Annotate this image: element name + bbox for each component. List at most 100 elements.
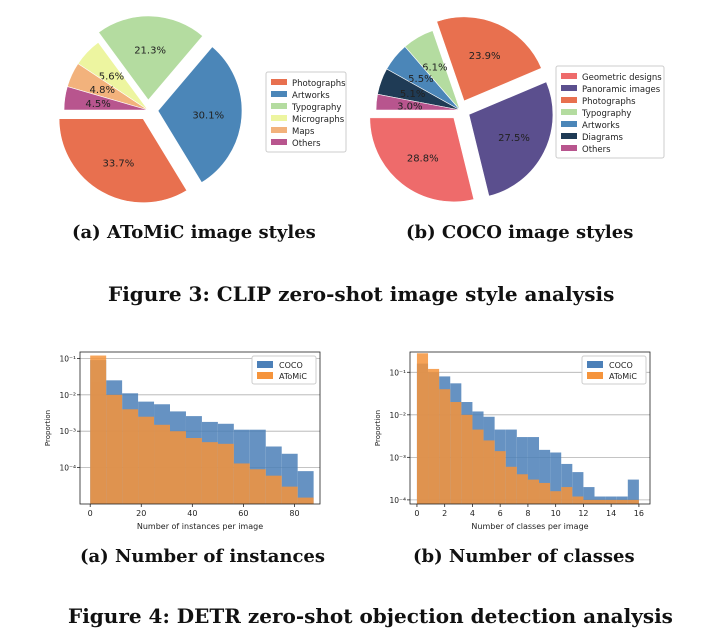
legend-entry: Typography bbox=[581, 109, 631, 119]
legend-swatch bbox=[257, 361, 273, 368]
legend-entry: Micrographs bbox=[292, 115, 345, 125]
pie-slice-label: 33.7% bbox=[103, 159, 135, 170]
x-tick-label: 20 bbox=[136, 509, 146, 518]
pie-slice bbox=[98, 15, 204, 101]
plot-frame bbox=[79, 351, 321, 505]
x-tick-label: 0 bbox=[414, 509, 419, 518]
histogram-bar bbox=[539, 449, 551, 504]
histogram-bar bbox=[217, 443, 234, 504]
x-tick-label: 40 bbox=[187, 509, 197, 518]
histogram-bar bbox=[583, 499, 595, 504]
pie-slice-label: 23.9% bbox=[469, 51, 501, 62]
histogram-bar bbox=[170, 431, 186, 504]
histogram-legend: COCO AToMiC bbox=[581, 355, 647, 385]
hist-b-caption: (b) Number of classes bbox=[413, 546, 635, 567]
pie-slice-label: 4.5% bbox=[85, 99, 110, 110]
histogram-bar bbox=[122, 409, 139, 504]
pie-legend: Geometric designs Panoramic images Photogr… bbox=[555, 65, 665, 159]
histogram-bar bbox=[106, 394, 123, 504]
pie-slice-label: 5.6% bbox=[99, 71, 124, 82]
histogram-bar bbox=[627, 499, 639, 504]
series-atomic bbox=[90, 355, 314, 504]
legend-swatch bbox=[587, 372, 603, 379]
x-tick-label: 12 bbox=[578, 509, 588, 518]
pie-slice bbox=[369, 117, 475, 203]
histogram-bar bbox=[297, 471, 314, 504]
legend-entry: AToMiC bbox=[609, 372, 637, 381]
pie-slice-label: 21.3% bbox=[134, 46, 166, 57]
histogram-bar bbox=[527, 479, 540, 504]
histogram-bar bbox=[627, 479, 639, 504]
histogram-bar bbox=[527, 437, 540, 504]
histogram-bar bbox=[297, 497, 314, 504]
legend-swatch bbox=[271, 79, 287, 85]
histogram-bar bbox=[461, 414, 473, 504]
pie-slice-label: 27.5% bbox=[498, 133, 530, 144]
legend-swatch bbox=[561, 73, 577, 79]
pie-slice-label: 30.1% bbox=[192, 111, 224, 122]
pie-slice bbox=[63, 86, 149, 111]
hist-a-caption: (a) Number of instances bbox=[80, 546, 326, 567]
histogram-bar bbox=[539, 482, 551, 504]
atomic-style-pie-chart: 33.7% 30.1% 21.3% 5.6% 4.8% 4.5% Photographs Ar… bbox=[58, 15, 347, 204]
x-tick-label: 60 bbox=[238, 509, 248, 518]
pie-slice-label: 3.0% bbox=[397, 101, 422, 112]
histogram-bar bbox=[561, 463, 573, 504]
x-axis-label: Number of instances per image bbox=[137, 522, 263, 531]
pie-slice-label: 5.5% bbox=[408, 74, 433, 85]
histogram-bar bbox=[516, 437, 528, 504]
histogram-bar bbox=[494, 451, 506, 504]
histogram-bar bbox=[505, 466, 517, 504]
histogram-bar bbox=[605, 499, 617, 504]
pie-slice-label: 6.1% bbox=[422, 62, 447, 73]
pie-b-caption: (b) COCO image styles bbox=[406, 222, 634, 243]
y-tick-label: 10⁻¹ bbox=[59, 354, 76, 363]
coco-style-pie-chart: 28.8% 27.5% 23.9% 6.1%5.5% 5.1%3.0% Geometric… bbox=[369, 16, 665, 203]
histogram-bar bbox=[483, 440, 495, 504]
x-tick-label: 80 bbox=[289, 509, 299, 518]
legend-swatch bbox=[561, 145, 577, 151]
histogram-bar bbox=[249, 469, 266, 504]
legend-swatch bbox=[561, 85, 577, 91]
legend-entry: Artworks bbox=[582, 121, 620, 131]
legend-swatch bbox=[561, 133, 577, 139]
y-tick-label: 10⁻³ bbox=[59, 427, 76, 436]
histogram-bar bbox=[472, 429, 484, 504]
legend-entry: COCO bbox=[609, 361, 633, 370]
legend-entry: Panoramic images bbox=[582, 85, 661, 95]
x-tick-label: 16 bbox=[634, 509, 644, 518]
legend-entry: Photographs bbox=[582, 97, 636, 107]
pie-slice bbox=[436, 16, 542, 102]
histogram-bar bbox=[265, 475, 282, 504]
pie-legend: Photographs Artworks Typography Micrographs… bbox=[265, 71, 347, 153]
instances-histogram: 0 20 40 60 80 10⁻¹ 10⁻² 10⁻³ 10⁻⁴ Number of insta… bbox=[44, 351, 321, 531]
x-tick-label: 4 bbox=[470, 509, 475, 518]
pie-slice bbox=[375, 93, 461, 111]
histogram-bar bbox=[550, 452, 562, 504]
histogram-bar bbox=[90, 355, 107, 504]
histogram-bar bbox=[281, 486, 298, 504]
pie-slice bbox=[58, 118, 188, 204]
plot-frame bbox=[409, 351, 651, 505]
legend-swatch bbox=[271, 103, 287, 109]
histogram-bar bbox=[616, 499, 628, 504]
y-axis-label: Proportion bbox=[44, 410, 52, 446]
legend-entry: Others bbox=[582, 145, 611, 155]
x-tick-label: 8 bbox=[525, 509, 530, 518]
histogram-bar bbox=[516, 474, 528, 504]
legend-swatch bbox=[271, 139, 287, 145]
y-tick-label: 10⁻³ bbox=[389, 453, 406, 462]
y-tick-label: 10⁻² bbox=[59, 391, 76, 400]
histogram-bar bbox=[572, 472, 584, 504]
histogram-bar bbox=[428, 368, 440, 504]
legend-entry: Geometric designs bbox=[582, 73, 662, 83]
x-tick-label: 14 bbox=[606, 509, 616, 518]
legend-swatch bbox=[561, 97, 577, 103]
legend-entry: Others bbox=[292, 139, 321, 149]
pie-slice-label: 4.8% bbox=[90, 85, 115, 96]
legend-swatch bbox=[271, 91, 287, 97]
histogram-bar bbox=[138, 416, 155, 504]
x-tick-label: 0 bbox=[88, 509, 93, 518]
histogram-bar bbox=[154, 424, 170, 504]
y-tick-label: 10⁻¹ bbox=[389, 368, 406, 377]
